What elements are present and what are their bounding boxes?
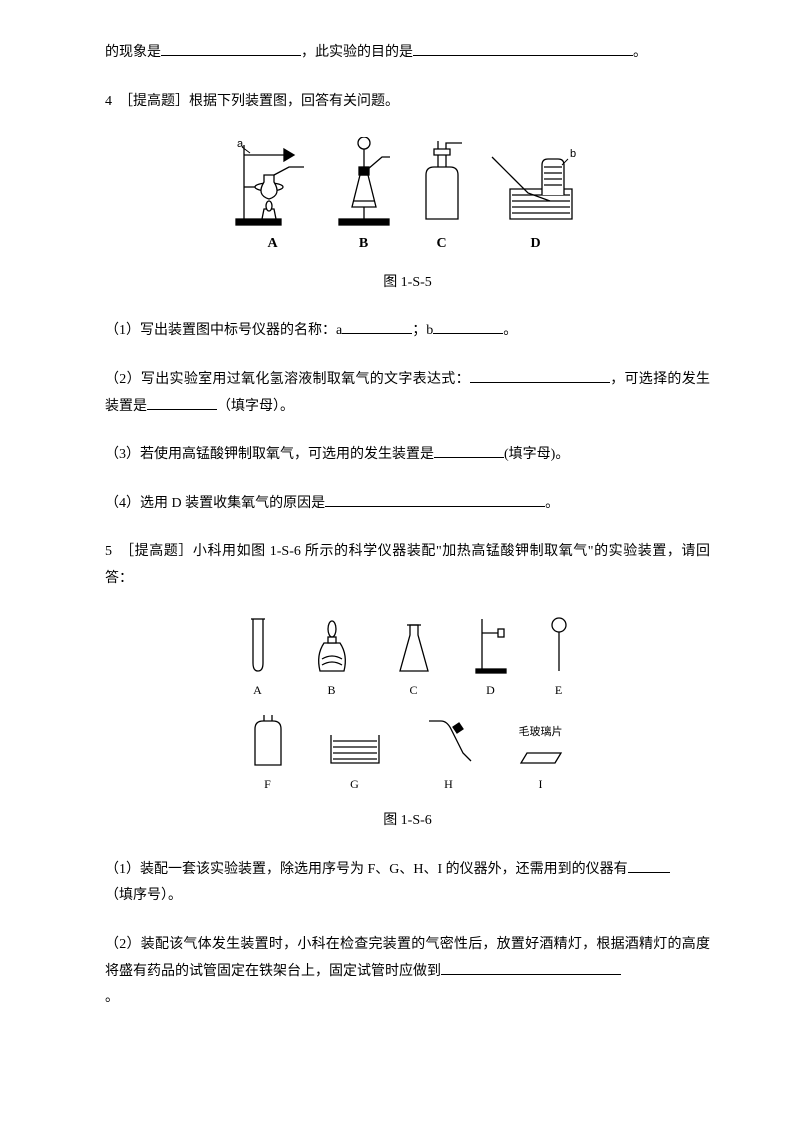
apparatus-G: G xyxy=(327,713,383,796)
label-D: D xyxy=(530,231,540,258)
apparatus-c-svg xyxy=(416,137,468,227)
delivery-tube-svg xyxy=(423,713,475,769)
label-H: H xyxy=(444,773,453,796)
apparatus-d-svg: b xyxy=(490,137,582,227)
glass-plate-svg xyxy=(515,747,567,769)
apparatus-F: F xyxy=(249,713,287,796)
question-4-header: 4 ［提高题］根据下列装置图，回答有关问题。 xyxy=(105,89,710,116)
text: （3）若使用高锰酸钾制取氧气，可选用的发生装置是 xyxy=(105,447,434,462)
blank xyxy=(434,443,504,458)
label-C2: C xyxy=(409,679,417,702)
label-A2: A xyxy=(253,679,262,702)
label-D2: D xyxy=(486,679,495,702)
text: 。 xyxy=(633,45,647,60)
text: ，此实验的目的是 xyxy=(301,45,413,60)
annot-b: b xyxy=(570,148,576,160)
figure-1-s-5-caption: 图 1-S-5 xyxy=(105,270,710,297)
blank xyxy=(147,394,217,409)
blank xyxy=(628,857,670,872)
apparatus-A: a A xyxy=(234,137,312,258)
blank xyxy=(161,41,301,56)
question-5-header: 5 ［提高题］小科用如图 1-S-6 所示的科学仪器装配"加热高锰酸钾制取氧气"… xyxy=(105,539,710,592)
text: （1）写出装置图中标号仪器的名称：a xyxy=(105,323,342,338)
conical-flask-svg xyxy=(394,615,434,675)
text: 的现象是 xyxy=(105,45,161,60)
thistle-funnel-svg xyxy=(548,615,570,675)
label-G: G xyxy=(350,773,359,796)
test-tube-svg xyxy=(246,615,270,675)
label-I: I xyxy=(539,773,543,796)
apparatus-C2: C xyxy=(394,615,434,702)
blank xyxy=(441,959,621,974)
label-B2: B xyxy=(327,679,335,702)
apparatus-H: H xyxy=(423,713,475,796)
text: （填字母）。 xyxy=(217,399,294,414)
text: ；b xyxy=(412,323,433,338)
text: 。 xyxy=(105,990,119,1005)
q5-sub2: （2）装配该气体发生装置时，小科在检查完装置的气密性后，放置好酒精灯，根据酒精灯… xyxy=(105,932,710,1012)
apparatus-I: 毛玻璃片 I xyxy=(515,722,567,796)
apparatus-B2: B xyxy=(310,615,354,702)
label-E2: E xyxy=(555,679,562,702)
burner-svg xyxy=(310,615,354,675)
apparatus-D2: D xyxy=(474,615,508,702)
apparatus-row: a A xyxy=(105,137,710,258)
q4-sub4: （4）选用 D 装置收集氧气的原因是 。 xyxy=(105,491,710,518)
trough-svg xyxy=(327,713,383,769)
q4-sub1: （1）写出装置图中标号仪器的名称：a ；b 。 xyxy=(105,318,710,345)
text: 。 xyxy=(503,323,517,338)
gas-bottle-svg xyxy=(249,713,287,769)
text: 。 xyxy=(545,496,559,511)
label-C: C xyxy=(436,231,446,258)
text: （4）选用 D 装置收集氧气的原因是 xyxy=(105,496,325,511)
text: （填序号）。 xyxy=(105,888,182,903)
apparatus-E2: E xyxy=(548,615,570,702)
apparatus-b-svg xyxy=(334,137,394,227)
blank xyxy=(325,491,545,506)
label-F: F xyxy=(264,773,271,796)
blank xyxy=(433,319,503,334)
continuation-line: 的现象是 ，此实验的目的是 。 xyxy=(105,40,710,67)
glass-plate-text: 毛玻璃片 xyxy=(519,722,563,743)
apparatus-row-1: A B C xyxy=(105,615,710,702)
figure-1-s-6-caption: 图 1-S-6 xyxy=(105,808,710,835)
apparatus-B: B xyxy=(334,137,394,258)
q5-sub1: （1）装配一套该实验装置，除选用序号为 F、G、H、I 的仪器外，还需用到的仪器… xyxy=(105,857,710,910)
apparatus-D: b D xyxy=(490,137,582,258)
figure-1-s-6: A B C xyxy=(105,615,710,797)
q4-sub3: （3）若使用高锰酸钾制取氧气，可选用的发生装置是 (填字母)。 xyxy=(105,442,710,469)
text: （2）写出实验室用过氧化氢溶液制取氧气的文字表达式： xyxy=(105,372,470,387)
apparatus-C: C xyxy=(416,137,468,258)
blank xyxy=(470,368,610,383)
apparatus-a-svg: a xyxy=(234,137,312,227)
text: （1）装配一套该实验装置，除选用序号为 F、G、H、I 的仪器外，还需用到的仪器… xyxy=(105,862,628,877)
label-A: A xyxy=(267,231,277,258)
blank xyxy=(413,41,633,56)
text: (填字母)。 xyxy=(504,447,569,462)
blank xyxy=(342,319,412,334)
apparatus-row-2: F G H xyxy=(105,713,710,796)
q4-sub2: （2）写出实验室用过氧化氢溶液制取氧气的文字表达式：，可选择的发生装置是（填字母… xyxy=(105,367,710,420)
stand-svg xyxy=(474,615,508,675)
apparatus-A2: A xyxy=(246,615,270,702)
label-B: B xyxy=(359,231,368,258)
figure-1-s-5: a A xyxy=(105,137,710,258)
